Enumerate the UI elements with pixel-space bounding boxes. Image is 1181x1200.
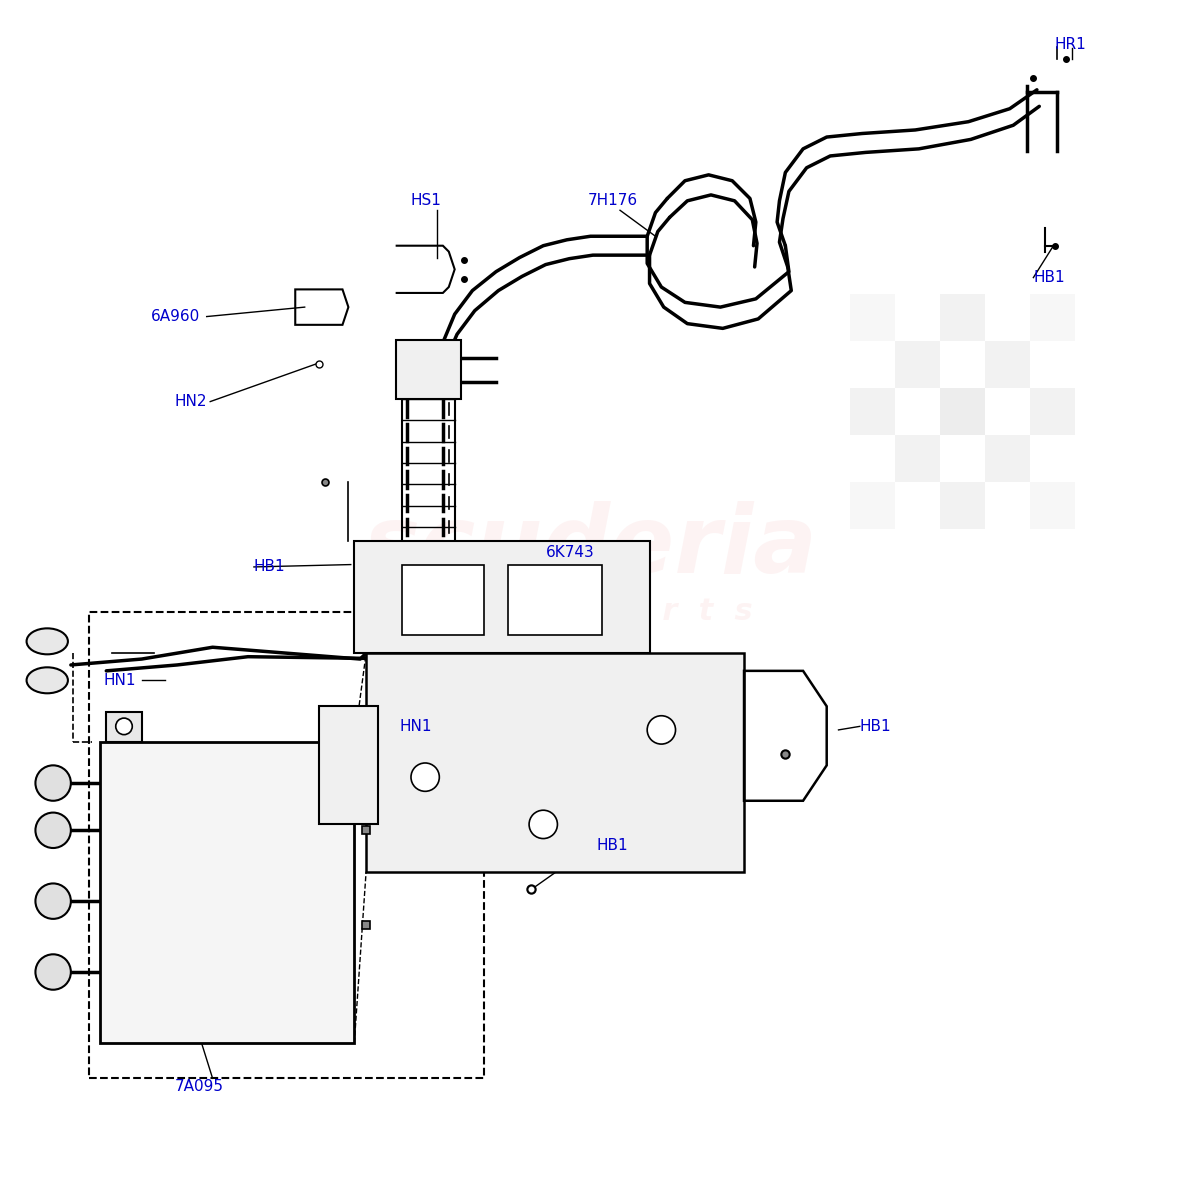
- Text: HN1: HN1: [399, 719, 432, 734]
- Ellipse shape: [26, 629, 67, 654]
- FancyBboxPatch shape: [366, 653, 744, 871]
- Bar: [850, 388, 895, 434]
- Bar: [850, 341, 895, 388]
- Text: HB1: HB1: [1033, 270, 1065, 286]
- Bar: [850, 434, 895, 482]
- Text: HB1: HB1: [596, 838, 628, 853]
- Circle shape: [529, 810, 557, 839]
- FancyBboxPatch shape: [106, 712, 142, 742]
- Bar: [940, 482, 985, 529]
- Bar: [895, 341, 940, 388]
- Circle shape: [35, 883, 71, 919]
- FancyBboxPatch shape: [396, 340, 461, 400]
- Bar: [1030, 388, 1075, 434]
- Text: HN1: HN1: [104, 673, 137, 688]
- Bar: [850, 294, 895, 341]
- Bar: [940, 388, 985, 434]
- Text: HB1: HB1: [254, 559, 286, 575]
- Text: scuderia: scuderia: [364, 500, 817, 593]
- Bar: [1030, 482, 1075, 529]
- Circle shape: [647, 715, 676, 744]
- Bar: [895, 388, 940, 434]
- Text: HN2: HN2: [175, 394, 208, 409]
- Bar: [895, 434, 940, 482]
- Bar: [850, 482, 895, 529]
- Text: HS1: HS1: [411, 193, 442, 209]
- Bar: [940, 294, 985, 341]
- Bar: [940, 434, 985, 482]
- Circle shape: [35, 812, 71, 848]
- Bar: [895, 294, 940, 341]
- Text: 7H176: 7H176: [588, 193, 638, 209]
- Circle shape: [116, 718, 132, 734]
- Ellipse shape: [26, 667, 67, 694]
- Text: HR1: HR1: [1055, 37, 1087, 53]
- Bar: [985, 294, 1030, 341]
- Text: HB1: HB1: [860, 719, 892, 734]
- Bar: [985, 482, 1030, 529]
- FancyBboxPatch shape: [508, 564, 602, 636]
- Bar: [1030, 341, 1075, 388]
- Text: 6A960: 6A960: [151, 310, 201, 324]
- FancyBboxPatch shape: [100, 742, 354, 1043]
- Bar: [985, 341, 1030, 388]
- Text: 6K743: 6K743: [546, 545, 594, 560]
- FancyBboxPatch shape: [402, 564, 484, 636]
- Circle shape: [411, 763, 439, 791]
- Text: 7A095: 7A095: [175, 1079, 223, 1094]
- Bar: [895, 482, 940, 529]
- Bar: [985, 434, 1030, 482]
- Bar: [985, 388, 1030, 434]
- Bar: [1030, 294, 1075, 341]
- FancyBboxPatch shape: [354, 541, 650, 653]
- Bar: [1030, 434, 1075, 482]
- Circle shape: [35, 766, 71, 800]
- Circle shape: [35, 954, 71, 990]
- Text: c  a  r     p  a  r  t  s: c a r p a r t s: [429, 598, 752, 626]
- Bar: [940, 341, 985, 388]
- FancyBboxPatch shape: [319, 707, 378, 824]
